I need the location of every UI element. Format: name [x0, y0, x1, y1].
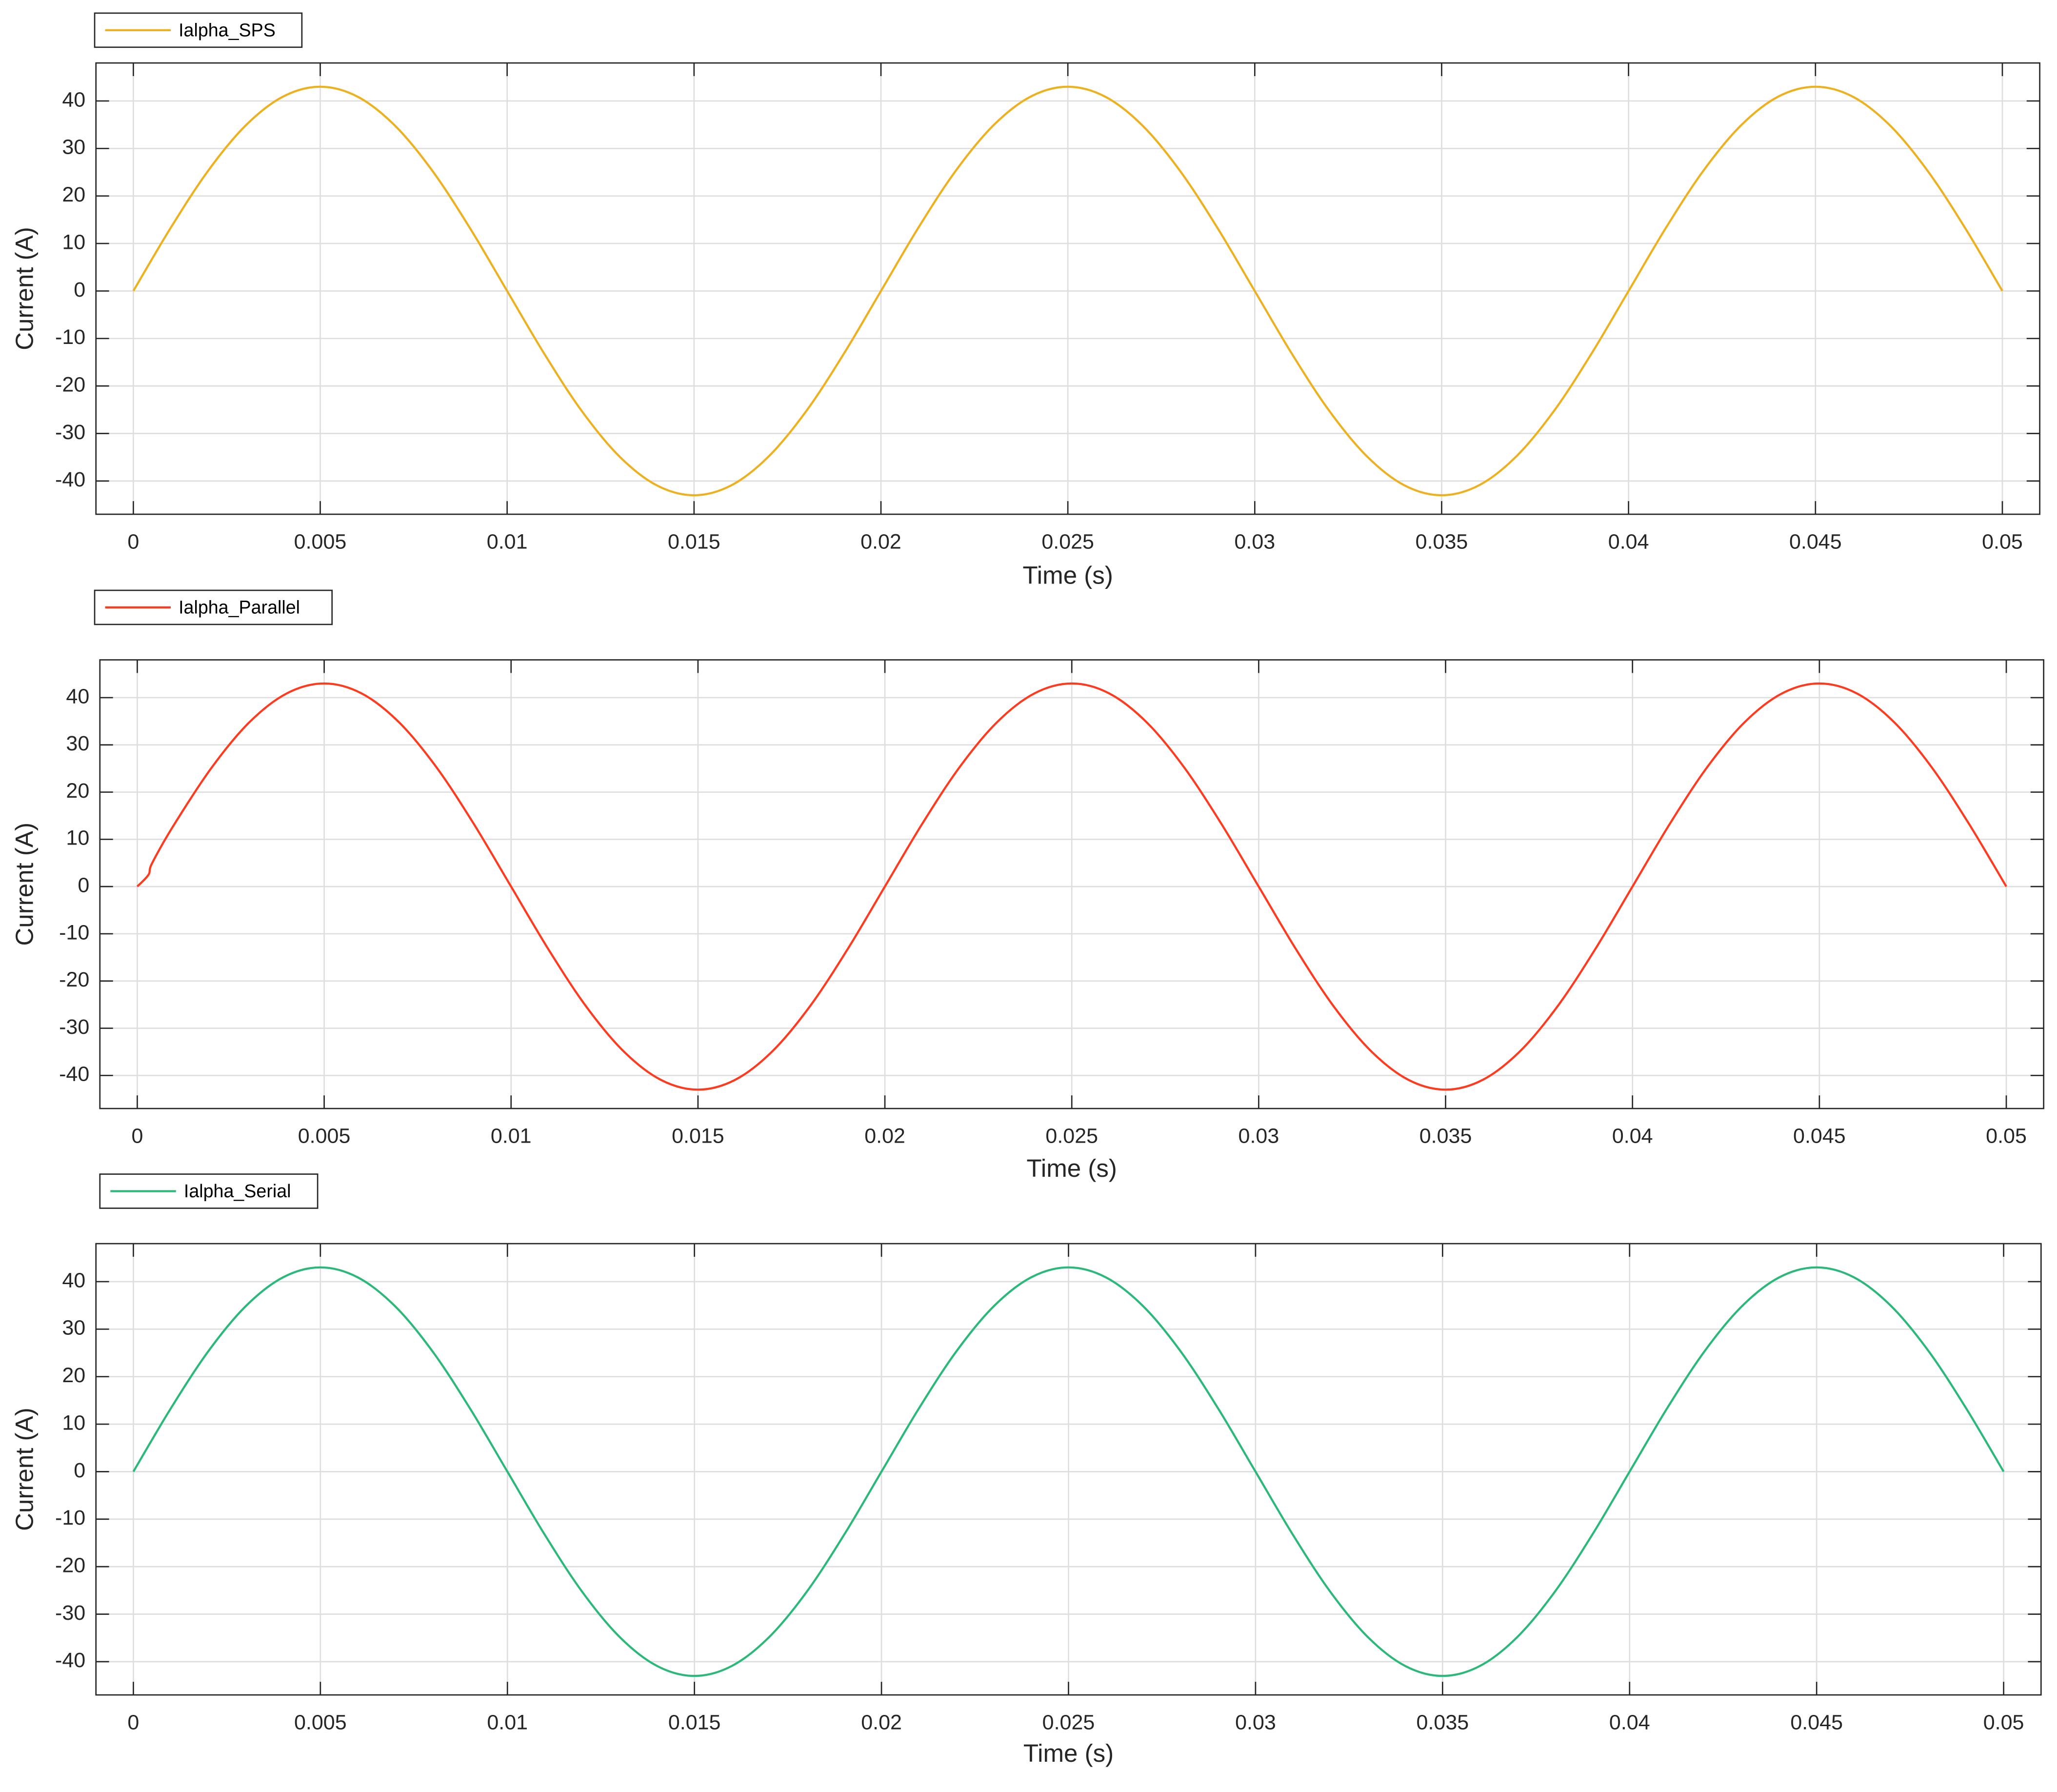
x-tick-label: 0.035 — [1417, 1711, 1469, 1734]
x-axis-label: Time (s) — [1027, 1154, 1117, 1182]
chart: 0 0.005 0.01 0.015 0.02 0.025 0.03 0.035 0.04 0.0… — [11, 12, 2040, 589]
x-tick-label: 0.005 — [294, 530, 347, 554]
y-tick-label: -20 — [55, 1553, 85, 1577]
x-tick-label: 0.035 — [1419, 1125, 1472, 1148]
legend-label: Ialpha_Parallel — [179, 597, 300, 618]
y-tick-label: -30 — [55, 421, 85, 444]
y-tick-label: -10 — [55, 1506, 85, 1530]
x-axis-label: Time (s) — [1022, 562, 1113, 589]
y-tick-label: 0 — [78, 873, 89, 897]
x-tick-label: 0.025 — [1042, 1711, 1095, 1734]
y-tick-label: 20 — [62, 183, 85, 206]
x-tick-label: 0.035 — [1416, 530, 1468, 554]
x-tick-label: 0.02 — [864, 1125, 905, 1148]
plot-frame — [95, 62, 2040, 515]
y-axis-label: Current (A) — [11, 227, 39, 350]
y-tick-label: -30 — [55, 1601, 85, 1625]
x-tick-label: 0.045 — [1789, 530, 1842, 554]
y-tick-label: -30 — [59, 1015, 89, 1039]
plot-frame — [95, 1243, 2042, 1696]
y-tick-label: 30 — [62, 136, 85, 159]
x-tick-label: 0.03 — [1235, 1711, 1276, 1734]
x-tick-label: 0.01 — [487, 530, 528, 554]
chart: 0 0.005 0.01 0.015 0.02 0.025 0.03 0.035 0.04 0.0… — [11, 589, 2045, 1182]
x-tick-label: 0.015 — [668, 530, 720, 554]
y-axis-label: Current (A) — [11, 823, 39, 946]
y-tick-label: 10 — [66, 826, 89, 850]
legend-label: Ialpha_Serial — [184, 1181, 291, 1201]
x-tick-label: 0.05 — [1986, 1125, 2027, 1148]
y-axis-label: Current (A) — [11, 1408, 39, 1531]
x-tick-label: 0.015 — [672, 1125, 724, 1148]
x-tick-label: 0.025 — [1045, 1125, 1098, 1148]
x-axis-label: Time (s) — [1023, 1739, 1114, 1767]
y-tick-label: 30 — [62, 1316, 85, 1340]
legend-label: Ialpha_SPS — [179, 20, 276, 40]
x-tick-label: 0.04 — [1612, 1125, 1653, 1148]
y-tick-label: 40 — [62, 1268, 85, 1292]
x-tick-label: 0.02 — [861, 1711, 902, 1734]
x-tick-label: 0.03 — [1238, 1125, 1279, 1148]
x-tick-label: 0 — [127, 530, 139, 554]
x-tick-label: 0.03 — [1234, 530, 1275, 554]
plot-frame — [99, 659, 2045, 1109]
y-tick-label: -20 — [55, 373, 85, 397]
x-tick-label: 0.04 — [1608, 530, 1649, 554]
y-tick-label: 20 — [66, 779, 89, 803]
x-tick-label: 0.045 — [1793, 1125, 1846, 1148]
x-tick-label: 0.02 — [860, 530, 901, 554]
y-tick-label: -40 — [59, 1063, 89, 1086]
x-tick-label: 0.005 — [298, 1125, 351, 1148]
y-tick-label: -40 — [55, 1649, 85, 1672]
y-tick-label: -20 — [59, 968, 89, 991]
x-tick-label: 0.045 — [1790, 1711, 1843, 1734]
y-tick-label: 20 — [62, 1364, 85, 1387]
data-line — [132, 1266, 2005, 1677]
x-tick-label: 0.05 — [1983, 1711, 2024, 1734]
y-tick-label: 30 — [66, 732, 89, 755]
chart: 0 0.005 0.01 0.015 0.02 0.025 0.03 0.035 0.04 0.0… — [11, 1173, 2042, 1767]
x-tick-label: 0.05 — [1982, 530, 2023, 554]
x-tick-label: 0.04 — [1609, 1711, 1650, 1734]
x-tick-label: 0.005 — [294, 1711, 347, 1734]
y-tick-label: 10 — [62, 1411, 85, 1434]
x-tick-label: 0 — [131, 1125, 143, 1148]
data-line — [136, 682, 2007, 1091]
y-tick-label: 10 — [62, 230, 85, 254]
y-tick-label: 40 — [62, 88, 85, 111]
x-tick-label: 0.025 — [1041, 530, 1094, 554]
x-tick-label: 0.01 — [491, 1125, 532, 1148]
y-tick-label: 0 — [74, 278, 85, 302]
x-tick-label: 0 — [127, 1711, 139, 1734]
data-line — [132, 85, 2003, 497]
y-tick-label: 0 — [74, 1459, 85, 1482]
y-tick-label: -40 — [55, 468, 85, 491]
x-tick-label: 0.015 — [668, 1711, 721, 1734]
y-tick-label: -10 — [55, 325, 85, 349]
y-tick-label: -10 — [59, 921, 89, 944]
x-tick-label: 0.01 — [487, 1711, 528, 1734]
y-tick-label: 40 — [66, 685, 89, 708]
